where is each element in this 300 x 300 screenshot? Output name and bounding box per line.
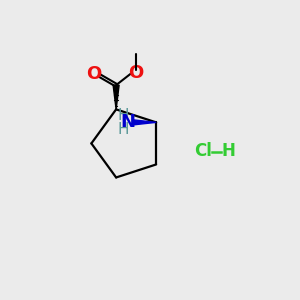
Text: O: O: [86, 65, 102, 83]
Text: H: H: [118, 122, 129, 137]
Text: N: N: [120, 113, 135, 131]
Text: Cl: Cl: [194, 142, 212, 160]
Polygon shape: [113, 85, 119, 110]
Text: O: O: [128, 64, 143, 82]
Text: H: H: [118, 108, 129, 123]
Polygon shape: [133, 120, 156, 125]
Text: H: H: [221, 142, 235, 160]
